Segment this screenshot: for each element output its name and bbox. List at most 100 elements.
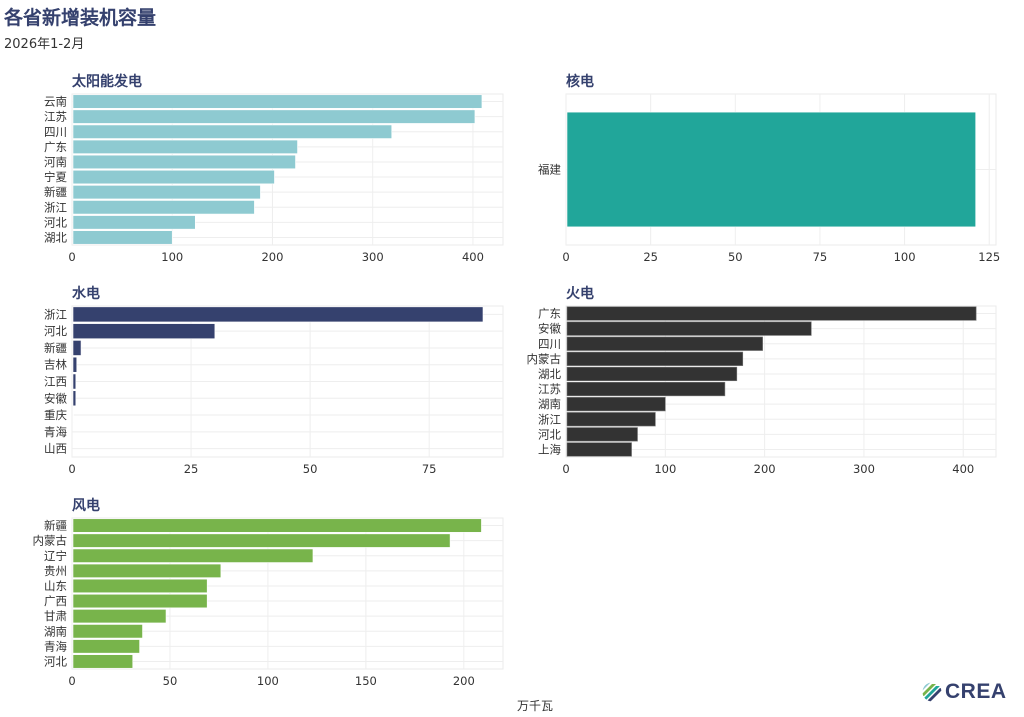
x-tick-label: 100	[654, 462, 676, 476]
bar-solar	[72, 230, 173, 245]
panel-title-hydro: 水电	[72, 285, 100, 302]
x-tick-label: 100	[257, 674, 279, 688]
x-tick-label: 75	[813, 250, 828, 264]
x-tick-label: 200	[453, 674, 475, 688]
crea-logo: CREA	[922, 680, 1007, 704]
x-tick-label: 125	[978, 250, 1000, 264]
category-label: 河北	[44, 654, 67, 668]
category-label: 浙江	[538, 412, 561, 426]
category-label: 江苏	[538, 382, 561, 396]
x-tick-label: 400	[462, 250, 484, 264]
x-tick-label: 400	[952, 462, 974, 476]
bar-thermal	[566, 336, 763, 351]
bar-solar	[72, 109, 476, 124]
bar-thermal	[566, 442, 632, 457]
bar-thermal	[566, 321, 812, 336]
category-label: 内蒙古	[527, 352, 562, 366]
category-label: 四川	[538, 337, 561, 351]
x-tick-label: 50	[728, 250, 743, 264]
x-tick-label: 100	[161, 250, 183, 264]
category-label: 广东	[538, 307, 561, 321]
panel-title-thermal: 火电	[566, 285, 594, 302]
category-label: 江西	[44, 375, 67, 389]
bar-thermal	[566, 306, 977, 321]
bar-hydro	[72, 323, 216, 340]
bar-thermal	[566, 427, 638, 442]
category-label: 内蒙古	[33, 534, 68, 548]
category-label: 四川	[44, 125, 67, 139]
panel-title-nuclear: 核电	[566, 73, 594, 90]
category-label: 广西	[44, 594, 67, 608]
bar-solar	[72, 185, 261, 200]
category-label: 湖南	[44, 624, 67, 638]
bar-wind	[72, 624, 143, 639]
x-tick-label: 0	[68, 674, 75, 688]
x-tick-label: 75	[422, 462, 437, 476]
category-label: 山东	[44, 579, 67, 593]
bar-wind	[72, 548, 314, 563]
category-label: 青海	[44, 639, 67, 653]
bar-thermal	[566, 381, 726, 397]
category-label: 河南	[44, 155, 67, 169]
bar-nuclear	[566, 111, 976, 228]
bar-wind	[72, 518, 482, 533]
bar-thermal	[566, 366, 738, 382]
x-tick-label: 25	[643, 250, 658, 264]
bar-hydro	[72, 373, 77, 390]
x-tick-label: 150	[355, 674, 377, 688]
bar-thermal	[566, 397, 666, 412]
category-label: 河北	[538, 427, 561, 441]
category-label: 山西	[44, 442, 67, 456]
x-tick-label: 300	[853, 462, 875, 476]
category-label: 湖北	[44, 230, 67, 244]
crea-logo-icon	[922, 682, 942, 702]
x-tick-label: 300	[362, 250, 384, 264]
x-tick-label: 25	[184, 462, 199, 476]
category-label: 广东	[44, 140, 67, 154]
category-label: 河北	[44, 324, 67, 338]
panel-title-solar: 太阳能发电	[72, 73, 142, 90]
category-label: 河北	[44, 215, 67, 229]
category-label: 新疆	[44, 519, 67, 533]
bar-solar	[72, 154, 296, 170]
bar-wind	[72, 578, 208, 594]
x-axis-unit-label: 万千瓦	[516, 699, 553, 713]
category-label: 新疆	[44, 341, 67, 355]
bar-wind	[72, 533, 451, 548]
x-tick-label: 100	[894, 250, 916, 264]
x-tick-label: 200	[261, 250, 283, 264]
panel-title-wind: 风电	[72, 497, 100, 514]
category-label: 湖南	[538, 397, 561, 411]
category-label: 安徽	[44, 391, 67, 405]
bar-wind	[72, 639, 140, 654]
category-label: 吉林	[44, 358, 67, 372]
page-title: 各省新增装机容量	[4, 7, 157, 29]
bar-hydro	[72, 340, 82, 356]
category-label: 浙江	[44, 307, 67, 321]
logo-text: CREA	[945, 680, 1007, 703]
bar-wind	[72, 654, 134, 669]
category-label: 贵州	[44, 564, 67, 578]
bar-thermal	[566, 351, 744, 366]
bar-solar	[72, 139, 298, 154]
x-tick-label: 200	[754, 462, 776, 476]
bar-solar	[72, 200, 255, 215]
x-tick-label: 50	[303, 462, 318, 476]
category-label: 重庆	[44, 408, 67, 422]
bar-wind	[72, 609, 167, 624]
category-label: 浙江	[44, 200, 67, 214]
category-label: 江苏	[44, 110, 67, 124]
bar-solar	[72, 215, 196, 230]
bar-hydro	[72, 306, 484, 323]
x-tick-label: 0	[68, 462, 75, 476]
panel-nuclear: 核电 0 25 50 75 100 125 福建	[538, 73, 1000, 264]
category-label: 青海	[44, 425, 67, 439]
category-label: 辽宁	[44, 549, 67, 563]
category-label: 福建	[538, 163, 561, 177]
bar-wind	[72, 593, 208, 609]
bar-solar	[72, 124, 393, 139]
